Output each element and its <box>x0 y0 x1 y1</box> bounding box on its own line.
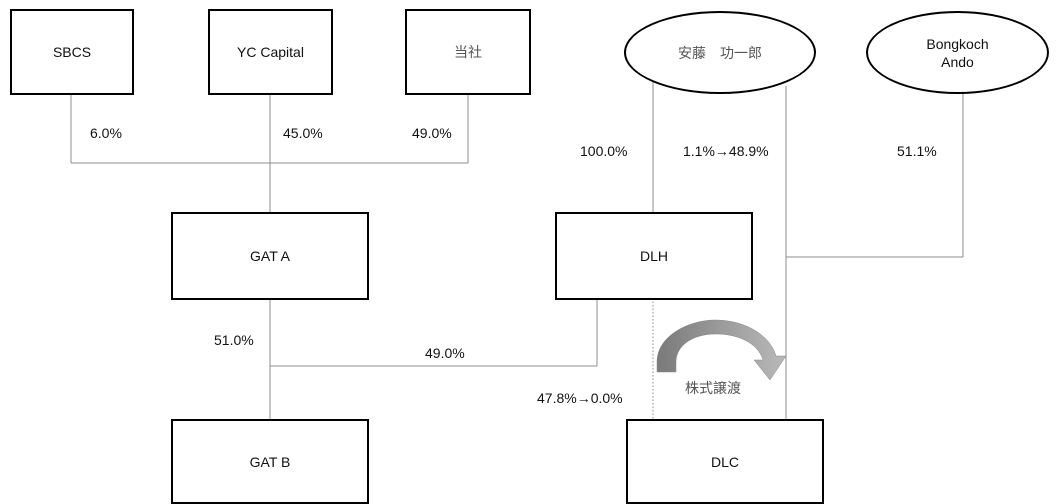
pct-tousha-to-gata: 49.0% <box>412 125 452 141</box>
pct-ando-to-dlc: 1.1%→48.9% <box>683 143 769 159</box>
yc-capital-box: YC Capital <box>208 9 333 95</box>
gat-a-label: GAT A <box>250 248 290 264</box>
bongkoch-label-line2: Ando <box>941 53 974 70</box>
ando-koichiro-label: 安藤 功一郎 <box>678 44 762 61</box>
dlh-label: DLH <box>639 248 668 264</box>
curved-arrow-icon <box>656 319 787 381</box>
gat-b-label: GAT B <box>249 453 291 470</box>
sbcs-box: SBCS <box>10 9 134 95</box>
pct-sbcs-to-gata: 6.0% <box>90 125 122 141</box>
pct-yc-to-gata: 45.0% <box>283 125 323 141</box>
ando-koichiro-oval: 安藤 功一郎 <box>624 11 816 94</box>
sbcs-label: SBCS <box>52 44 92 60</box>
dlc-box: DLC <box>626 419 824 504</box>
bongkoch-label-line1: Bongkoch <box>926 35 989 52</box>
tousha-label: 当社 <box>454 44 482 60</box>
dlh-box: DLH <box>555 212 753 300</box>
gat-b-box: GAT B <box>171 419 369 504</box>
pct-bongkoch-to-dlc: 51.1% <box>897 143 937 159</box>
bongkoch-ando-oval: Bongkoch Ando <box>866 11 1049 94</box>
pct-dlh-to-dlc: 47.8%→0.0% <box>537 390 623 406</box>
dlc-label: DLC <box>710 453 739 470</box>
gat-a-box: GAT A <box>171 212 369 300</box>
pct-ando-to-dlh: 100.0% <box>580 143 628 159</box>
pct-dlh-to-gatb: 49.0% <box>425 345 465 361</box>
yc-capital-label: YC Capital <box>237 44 304 60</box>
tousha-box: 当社 <box>405 9 531 95</box>
transfer-label: 株式譲渡 <box>685 380 741 396</box>
pct-gata-to-gatb: 51.0% <box>214 332 254 348</box>
